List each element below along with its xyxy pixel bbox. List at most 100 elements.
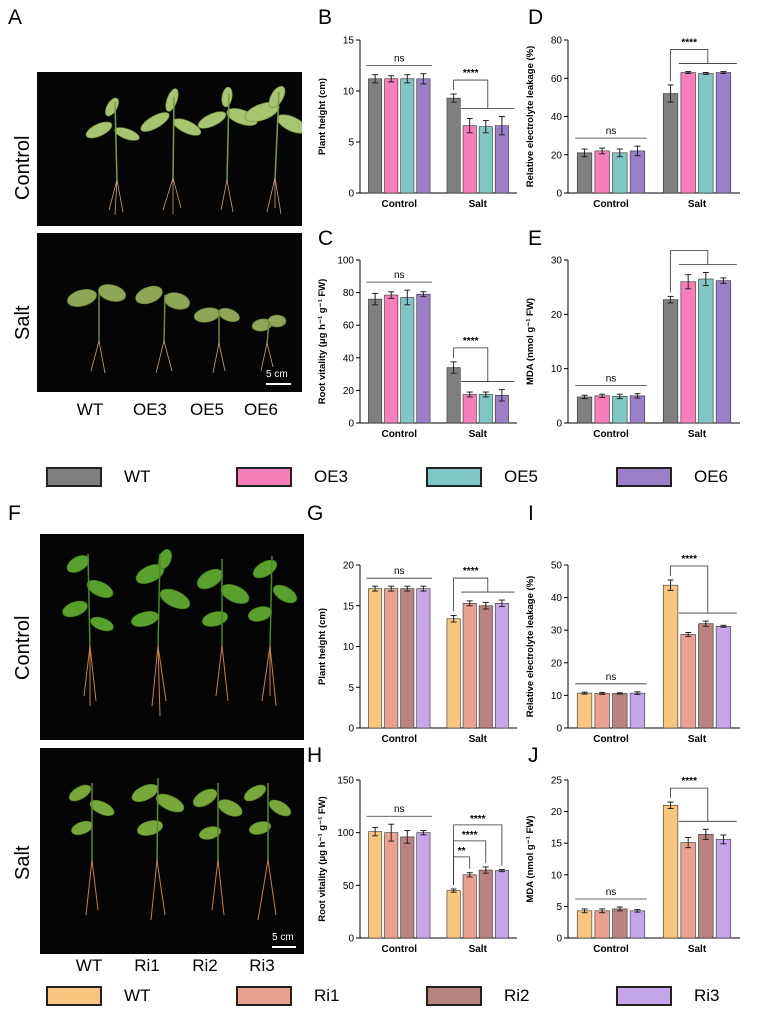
significance-label: **** — [463, 68, 479, 79]
photo-oe-control — [37, 72, 302, 226]
chart-plant-height-oe: Plant height (cm) 0 5 10 15 Control Salt ns **** — [317, 36, 517, 210]
x-tick-label: Salt — [688, 734, 707, 745]
legend-label: Ri1 — [314, 986, 340, 1005]
y-tick-label: 25 — [551, 776, 563, 787]
y-tick-label: 150 — [337, 776, 354, 787]
y-tick-label: 20 — [343, 386, 355, 397]
legend-label: OE5 — [504, 467, 539, 486]
bar — [446, 97, 461, 194]
panel-letter-h: H — [307, 744, 323, 767]
y-axis-label: MDA (nmol g⁻¹ FW) — [525, 816, 536, 903]
bar — [680, 72, 696, 194]
x-tick-label: Salt — [469, 429, 488, 440]
chart-mda-ri: MDA (nmol g⁻¹ FW) 0 5 10 15 20 25 Control Salt ns… — [525, 776, 740, 955]
y-axis-label: Root vitality (μg h⁻¹ g⁻¹ FW) — [317, 796, 328, 922]
significance-label: ns — [606, 887, 617, 898]
legend-item: Ri2 — [426, 984, 530, 1008]
x-tick-label: Control — [593, 944, 629, 955]
bar — [680, 634, 696, 729]
chart-mda-oe: MDA (nmol g⁻¹ FW)0102030ControlSaltns***… — [525, 250, 740, 440]
y-tick-label: 30 — [551, 256, 563, 267]
y-tick-label: 60 — [551, 74, 563, 85]
bar — [698, 834, 714, 939]
bar — [462, 874, 477, 939]
legend-swatch — [616, 467, 672, 487]
x-tick-label: Control — [593, 199, 629, 210]
bar — [446, 890, 461, 939]
bar — [368, 78, 383, 194]
significance-label: **** — [681, 776, 697, 787]
y-tick-label: 30 — [551, 626, 563, 637]
bar — [576, 692, 593, 729]
significance-bracket — [670, 565, 709, 614]
bar — [594, 693, 610, 729]
y-tick-label: 80 — [551, 36, 563, 47]
bar — [612, 396, 628, 424]
y-tick-label: 40 — [551, 593, 563, 604]
panel-letter-a: A — [8, 6, 23, 29]
genotype-label: Ri2 — [192, 956, 218, 975]
scale-bar — [266, 383, 291, 385]
y-tick-label: 60 — [343, 321, 355, 332]
x-tick-label: Control — [381, 734, 417, 745]
bar — [494, 603, 509, 729]
row-label-salt: Salt — [12, 305, 34, 340]
y-tick-label: 15 — [343, 601, 355, 612]
panel-letter-f: F — [8, 502, 21, 525]
significance-bracket — [453, 347, 489, 382]
y-axis-label: MDA (nmol g⁻¹ FW) — [525, 298, 536, 385]
bar — [400, 78, 415, 194]
chart-root-vitality-ri: Root vitality (μg h⁻¹ g⁻¹ FW) 0 50 100 150 Co… — [317, 776, 517, 955]
bar — [715, 625, 732, 729]
legend-swatch — [426, 467, 482, 487]
bar — [494, 125, 509, 194]
y-tick-label: 0 — [556, 419, 562, 430]
legend-label: Ri3 — [694, 986, 720, 1005]
plant-illustration — [68, 777, 292, 921]
significance-bracket — [670, 250, 709, 293]
y-axis-label: Plant height (cm) — [317, 608, 328, 685]
panel-letter-b: B — [318, 6, 333, 29]
genotype-label: OE6 — [243, 400, 279, 419]
y-tick-label: 5 — [556, 902, 562, 913]
y-tick-label: 100 — [337, 828, 354, 839]
chart-electrolyte-leakage-oe: Relative electrolyte leakage (%) 0 20 40 60 8… — [525, 36, 740, 210]
y-tick-label: 0 — [348, 419, 354, 430]
significance-label: ns — [606, 374, 617, 385]
significance-label: **** — [463, 336, 479, 347]
genotype-label: WT — [75, 956, 103, 975]
bar — [416, 588, 431, 729]
bar — [698, 278, 714, 424]
y-tick-label: 5 — [348, 138, 354, 149]
scale-bar-label: 5 cm — [272, 932, 294, 943]
legend-swatch — [46, 986, 102, 1006]
bar — [715, 280, 732, 424]
bar — [384, 294, 399, 424]
x-tick-label: Salt — [688, 199, 707, 210]
bar — [629, 150, 646, 194]
bar — [612, 908, 628, 939]
x-tick-label: Control — [381, 944, 417, 955]
bar — [478, 605, 493, 729]
chart-electrolyte-leakage-ri: Relative electrolyte leakage (%) 0 10 20 30 4… — [525, 555, 740, 745]
y-axis-label: Relative electrolyte leakage (%) — [525, 46, 536, 188]
legend-swatch — [426, 986, 482, 1006]
legend-label: OE6 — [694, 467, 729, 486]
genotype-label: OE5 — [189, 400, 225, 419]
panel-letter-g: G — [307, 502, 324, 525]
y-tick-label: 10 — [551, 691, 563, 702]
legend-label: OE3 — [314, 467, 349, 486]
panel-letter-i: I — [528, 502, 534, 525]
row-label-control: Control — [12, 135, 34, 200]
significance-label: **** — [681, 38, 697, 49]
bar — [594, 910, 610, 939]
bar — [576, 910, 593, 939]
significance-label: **** — [470, 814, 486, 825]
photo-ri-control — [40, 534, 304, 740]
genotype-label: OE3 — [132, 400, 168, 419]
bar — [698, 623, 714, 729]
bar — [400, 588, 415, 729]
significance-label: ns — [606, 672, 617, 683]
bar — [368, 588, 383, 729]
y-tick-label: 0 — [348, 724, 354, 735]
